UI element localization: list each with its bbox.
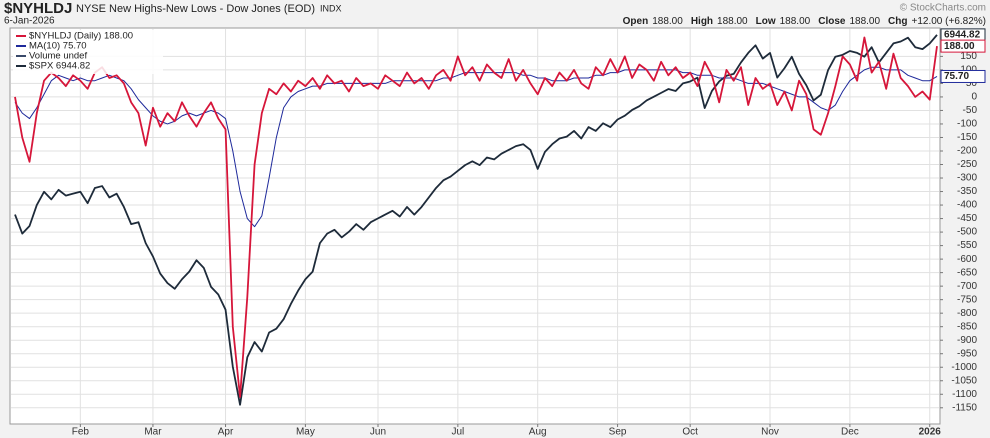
quote-value: +12.00 (+6.82%) bbox=[912, 16, 987, 27]
last-value-box bbox=[940, 69, 986, 83]
last-value-label: 188.00 bbox=[944, 41, 975, 52]
y-tick-label: 0 bbox=[971, 92, 977, 103]
quote-label: High bbox=[691, 16, 713, 27]
y-tick-label: -250 bbox=[957, 159, 977, 170]
y-tick-label: -400 bbox=[957, 200, 977, 211]
y-tick-label: -700 bbox=[957, 281, 977, 292]
last-value-label: 75.70 bbox=[944, 71, 969, 82]
last-value-box bbox=[940, 39, 986, 53]
plot-area bbox=[9, 27, 941, 425]
quote-label: Chg bbox=[888, 16, 907, 27]
y-tick-label: -1100 bbox=[952, 389, 977, 400]
y-tick-label: -350 bbox=[957, 186, 977, 197]
y-tick-label: -150 bbox=[957, 132, 977, 143]
x-tick-label: Aug bbox=[529, 427, 547, 438]
y-tick-label: -200 bbox=[957, 146, 977, 157]
y-tick-label: -600 bbox=[957, 254, 977, 265]
legend-label: $NYHLDJ (Daily) 188.00 bbox=[29, 31, 133, 42]
legend-label: MA(10) 75.70 bbox=[29, 41, 87, 52]
y-tick-label: -750 bbox=[957, 294, 977, 305]
chart-title: $NYHLDJ bbox=[4, 0, 72, 17]
quote-value: 188.00 bbox=[780, 16, 811, 27]
y-tick-label: -650 bbox=[957, 267, 977, 278]
line-series bbox=[14, 36, 938, 398]
x-tick-label: Dec bbox=[841, 427, 859, 438]
line-series bbox=[14, 34, 938, 406]
y-tick-label: -1000 bbox=[951, 362, 977, 373]
date: 6-Jan-2026 bbox=[4, 16, 55, 27]
y-tick-label: -50 bbox=[963, 105, 978, 116]
credit: © StockCharts.com bbox=[900, 3, 986, 14]
x-tick-label: Jun bbox=[370, 427, 386, 438]
y-tick-label: -100 bbox=[957, 119, 977, 130]
legend-box bbox=[13, 30, 163, 74]
quote-value: 188.00 bbox=[717, 16, 748, 27]
y-tick-label: -800 bbox=[957, 308, 977, 319]
chart-subtitle: NYSE New Highs-New Lows - Dow Jones (EOD… bbox=[76, 3, 315, 15]
y-tick-label: -1150 bbox=[952, 402, 977, 413]
x-tick-label: Apr bbox=[218, 427, 234, 438]
exchange: INDX bbox=[320, 3, 342, 13]
quote-value: 188.00 bbox=[849, 16, 880, 27]
legend-label: Volume undef bbox=[29, 51, 87, 62]
x-tick-label: May bbox=[296, 427, 315, 438]
x-tick-label: Mar bbox=[144, 427, 162, 438]
last-value-label: 6944.82 bbox=[944, 30, 981, 41]
x-tick-label: Oct bbox=[682, 427, 698, 438]
y-tick-label: -500 bbox=[957, 227, 977, 238]
legend-label: $SPX 6944.82 bbox=[29, 61, 90, 72]
quote-label: Low bbox=[756, 16, 776, 27]
y-tick-label: 50 bbox=[966, 78, 978, 89]
y-tick-label: -1050 bbox=[951, 375, 977, 386]
x-tick-label: Nov bbox=[761, 427, 779, 438]
x-tick-label: 2026 bbox=[919, 427, 942, 438]
quote-label: Open bbox=[623, 16, 649, 27]
y-tick-label: -900 bbox=[957, 335, 977, 346]
x-tick-label: Sep bbox=[609, 427, 627, 438]
y-tick-label: -300 bbox=[957, 173, 977, 184]
x-tick-label: Jul bbox=[451, 427, 464, 438]
y-tick-label: -850 bbox=[957, 321, 977, 332]
quote-value: 188.00 bbox=[652, 16, 683, 27]
y-tick-label: -950 bbox=[957, 348, 977, 359]
y-tick-label: -450 bbox=[957, 213, 977, 224]
y-tick-label: 150 bbox=[960, 51, 977, 62]
quote: Open 188.00 High 188.00 Low 188.00 Close 188.00… bbox=[623, 16, 986, 27]
y-tick-label: -550 bbox=[957, 240, 977, 251]
quote-label: Close bbox=[818, 16, 846, 27]
x-tick-label: Feb bbox=[72, 427, 90, 438]
